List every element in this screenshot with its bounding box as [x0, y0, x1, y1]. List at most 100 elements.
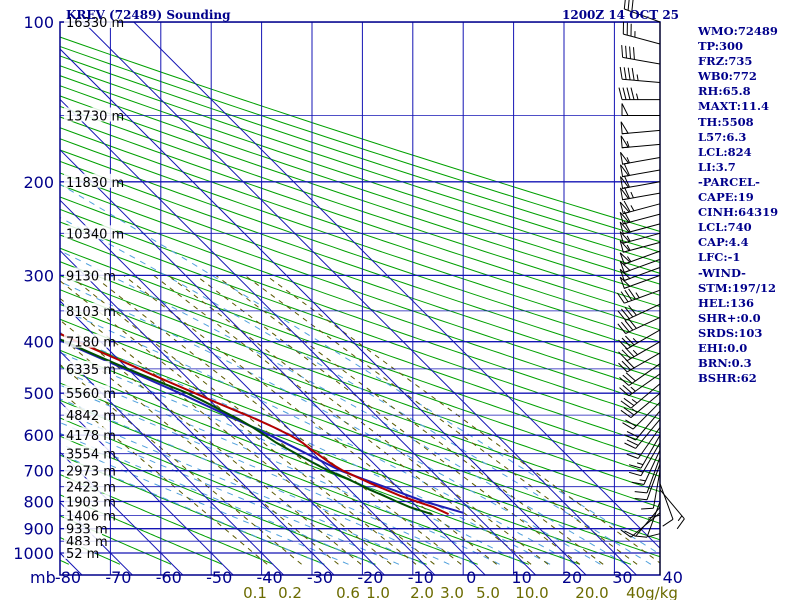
wind-barb: [626, 427, 661, 459]
wind-barb-staff: [630, 392, 661, 418]
dry-adiabat: [60, 160, 660, 368]
wind-barb-flag: [625, 347, 635, 358]
wind-barb-staff: [635, 410, 661, 441]
wind-barb-flag: [630, 87, 635, 100]
wind-barb-pennant: [619, 211, 631, 225]
height-label: 9130 m: [66, 269, 116, 284]
dry-adiabat: [60, 105, 660, 308]
dry-adiabat: [60, 75, 660, 274]
wind-barb-flag: [662, 518, 674, 527]
height-label: 13730 m: [66, 110, 124, 125]
wind-barb-flag: [624, 289, 633, 301]
temperature-tick-label: -40: [257, 568, 283, 587]
wind-barb-flag: [634, 535, 648, 538]
wind-barb-pennant: [620, 152, 630, 165]
height-label-bg: [64, 333, 110, 348]
wind-barb-flag: [619, 387, 630, 397]
wind-barb-flag: [628, 464, 642, 469]
wind-barb: [621, 103, 660, 117]
height-label-bg: [64, 507, 110, 522]
wind-barb: [623, 0, 661, 23]
wind-barb-staff: [632, 401, 661, 430]
temperature-tick-label: 0: [466, 568, 476, 587]
dry-adiabat: [60, 417, 427, 565]
parcel-trace: [60, 339, 464, 514]
dry-adiabat: [60, 36, 660, 232]
wind-barb: [619, 211, 661, 225]
height-label-bg: [64, 478, 110, 493]
dry-adiabat: [60, 172, 660, 380]
mixing-ratio-line: [265, 274, 660, 564]
wind-barb-staff: [659, 489, 685, 520]
wind-barb-pennant: [619, 268, 631, 282]
stat-item: -WIND-: [698, 265, 746, 280]
sounding-time: 1200Z 14 OCT 25: [562, 8, 680, 22]
isotherm: [60, 149, 486, 575]
wind-barb: [620, 383, 661, 409]
wind-barb-half-flag: [636, 462, 644, 466]
wind-barb: [620, 392, 661, 419]
pressure-tick-label: 700: [23, 462, 54, 481]
wind-barb-flag: [629, 46, 631, 59]
dry-adiabat: [60, 435, 376, 565]
wind-barb-flag: [620, 529, 632, 538]
wind-barb-flag: [620, 409, 632, 419]
wind-barb-half-flag: [631, 398, 638, 404]
wind-barb-flag: [620, 400, 632, 409]
wind-barb-flag: [618, 362, 628, 373]
dry-adiabat: [60, 221, 660, 434]
wind-barb-half-flag: [630, 191, 634, 199]
temperature-tick-label: -10: [408, 568, 434, 587]
dry-adiabat: [60, 127, 660, 331]
wind-barb-flag: [631, 67, 635, 81]
height-label: 1903 m: [66, 496, 116, 511]
height-label-bg: [64, 445, 110, 460]
wind-barb: [619, 200, 661, 215]
wind-barb-half-flag: [639, 479, 646, 482]
stat-item: RH:65.8: [698, 84, 751, 99]
wind-barb-flag: [617, 323, 626, 334]
height-label-bg: [64, 545, 95, 559]
wind-barb-flag: [624, 306, 634, 318]
wind-barb-half-flag: [636, 74, 639, 81]
wind-barb-flag: [621, 349, 631, 360]
wind-barb-flag: [623, 211, 631, 223]
wind-barb: [634, 457, 661, 494]
height-label-bg: [64, 267, 110, 282]
wind-barb-pennant: [619, 201, 631, 215]
height-label-bg: [64, 225, 118, 240]
wind-barb-half-flag: [631, 408, 638, 413]
height-label: 8103 m: [66, 305, 116, 320]
wind-barb-flag: [628, 288, 637, 300]
isotherm: [133, 22, 660, 549]
wind-barb-half-flag: [632, 338, 638, 344]
wind-barb-staff: [646, 463, 661, 500]
wind-barb: [622, 21, 661, 45]
temperature-tick-label: 20: [562, 568, 582, 587]
stat-item: BRN:0.3: [698, 356, 752, 371]
wind-barb-flag: [625, 45, 627, 59]
wind-barb-flag: [676, 518, 685, 530]
wind-barb-flag: [621, 321, 630, 333]
chart-title: KREV (72489) Sounding: [66, 8, 231, 22]
wind-barb: [618, 352, 661, 373]
temperature-tick-label: -70: [105, 568, 131, 587]
height-label-bg: [64, 14, 118, 28]
wind-barb-flag: [623, 200, 631, 213]
wind-barb-flag: [641, 507, 654, 510]
stat-item: WMO:72489: [698, 24, 778, 38]
plot-area: [60, 22, 660, 575]
dry-adiabat: [60, 116, 660, 319]
temperature-tick-label: 30: [612, 568, 632, 587]
stat-item: HEL:136: [698, 295, 754, 310]
height-label-bg: [64, 520, 102, 535]
wind-barb-flag: [622, 384, 633, 394]
wind-barb-flag: [623, 220, 631, 233]
wind-barb-flag: [628, 305, 637, 316]
wind-barb: [619, 373, 661, 397]
mixing-ratio-line: [68, 275, 435, 565]
isotherm: [60, 199, 436, 575]
wind-barb: [641, 470, 661, 510]
wind-barb: [619, 220, 661, 235]
wind-barb: [616, 288, 661, 304]
